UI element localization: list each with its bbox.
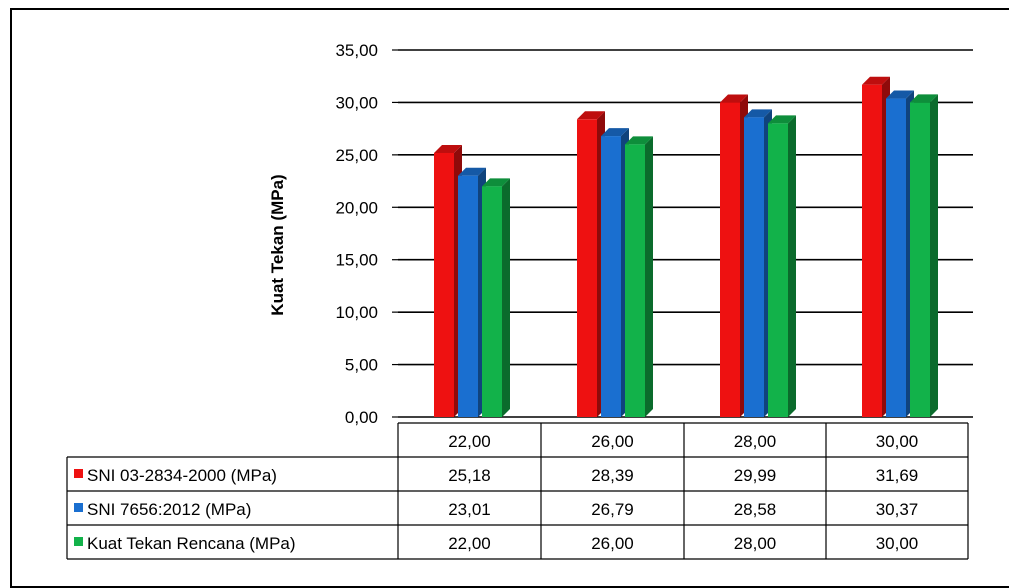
bar-top (458, 167, 486, 176)
data-table: 22,00 26,00 28,00 30,00 SNI 03-2834-2000 (MP… (66, 422, 969, 560)
bar-top (886, 90, 914, 99)
bar-1-4 (862, 76, 890, 418)
bar-top (601, 128, 629, 137)
data-label: 26,79 (591, 500, 634, 519)
bar-top (482, 178, 510, 187)
y-tick-label: 20,00 (335, 198, 378, 217)
y-tick-label: 30,00 (335, 93, 378, 112)
bar-front (577, 119, 597, 417)
bar-side (788, 115, 796, 418)
bar-2-1 (458, 167, 486, 417)
y-axis-label: Kuat Tekan (MPa) (268, 174, 287, 315)
bar-2-2 (601, 128, 629, 417)
category-label: 22,00 (448, 432, 491, 451)
bar-top (720, 94, 748, 103)
bar-3-4 (910, 94, 938, 417)
bar-front (720, 102, 740, 417)
bar-top (910, 94, 938, 103)
bar-2-3 (744, 109, 772, 417)
bar-3-1 (482, 178, 510, 417)
data-label: 22,00 (448, 534, 491, 553)
legend-entry: Kuat Tekan Rencana (MPa) (87, 534, 296, 553)
category-label: 26,00 (591, 432, 634, 451)
data-label: 23,01 (448, 500, 491, 519)
bar-top (862, 76, 890, 85)
bar-3-3 (768, 115, 796, 418)
category-label: 30,00 (876, 432, 919, 451)
data-label: 28,39 (591, 466, 634, 485)
bar-front (601, 136, 621, 417)
data-label: 26,00 (591, 534, 634, 553)
chart: 0,00 5,00 10,00 15,00 20,00 25,00 30,00 35,00 2… (66, 41, 973, 560)
bars (434, 76, 938, 418)
bar-front (434, 152, 454, 417)
y-tick-label: 15,00 (335, 251, 378, 270)
legend-key (74, 503, 83, 512)
bar-3-2 (625, 136, 653, 417)
y-axis-ticks: 0,00 5,00 10,00 15,00 20,00 25,00 30,00 35,00 (335, 41, 398, 427)
bar-2-4 (886, 90, 914, 417)
y-tick-label: 35,00 (335, 41, 378, 60)
bar-front (862, 84, 882, 418)
data-label: 29,99 (734, 466, 777, 485)
bar-1-2 (577, 111, 605, 417)
data-label: 30,37 (876, 500, 919, 519)
data-label: 28,00 (734, 534, 777, 553)
bar-side (930, 94, 938, 417)
bar-front (910, 102, 930, 417)
bar-top (768, 115, 796, 124)
legend-entry: SNI 03-2834-2000 (MPa) (87, 466, 277, 485)
bar-front (768, 123, 788, 418)
bar-front (744, 117, 764, 417)
bar-front (625, 144, 645, 417)
bar-side (502, 178, 510, 417)
bar-front (482, 186, 502, 417)
bar-top (744, 109, 772, 118)
bar-front (886, 98, 906, 417)
bar-side (645, 136, 653, 417)
y-tick-label: 5,00 (345, 356, 378, 375)
bar-top (434, 144, 462, 153)
bar-top (577, 111, 605, 120)
bar-1-3 (720, 94, 748, 417)
category-label: 28,00 (734, 432, 777, 451)
bar-1-1 (434, 144, 462, 417)
bar-top (625, 136, 653, 145)
legend-key (74, 469, 83, 478)
legend-key (74, 537, 83, 546)
data-label: 30,00 (876, 534, 919, 553)
y-tick-label: 10,00 (335, 303, 378, 322)
y-tick-label: 25,00 (335, 146, 378, 165)
bar-front (458, 175, 478, 417)
data-label: 28,58 (734, 500, 777, 519)
legend-entry: SNI 7656:2012 (MPa) (87, 500, 251, 519)
data-label: 25,18 (448, 466, 491, 485)
data-label: 31,69 (876, 466, 919, 485)
y-tick-label: 0,00 (345, 408, 378, 427)
